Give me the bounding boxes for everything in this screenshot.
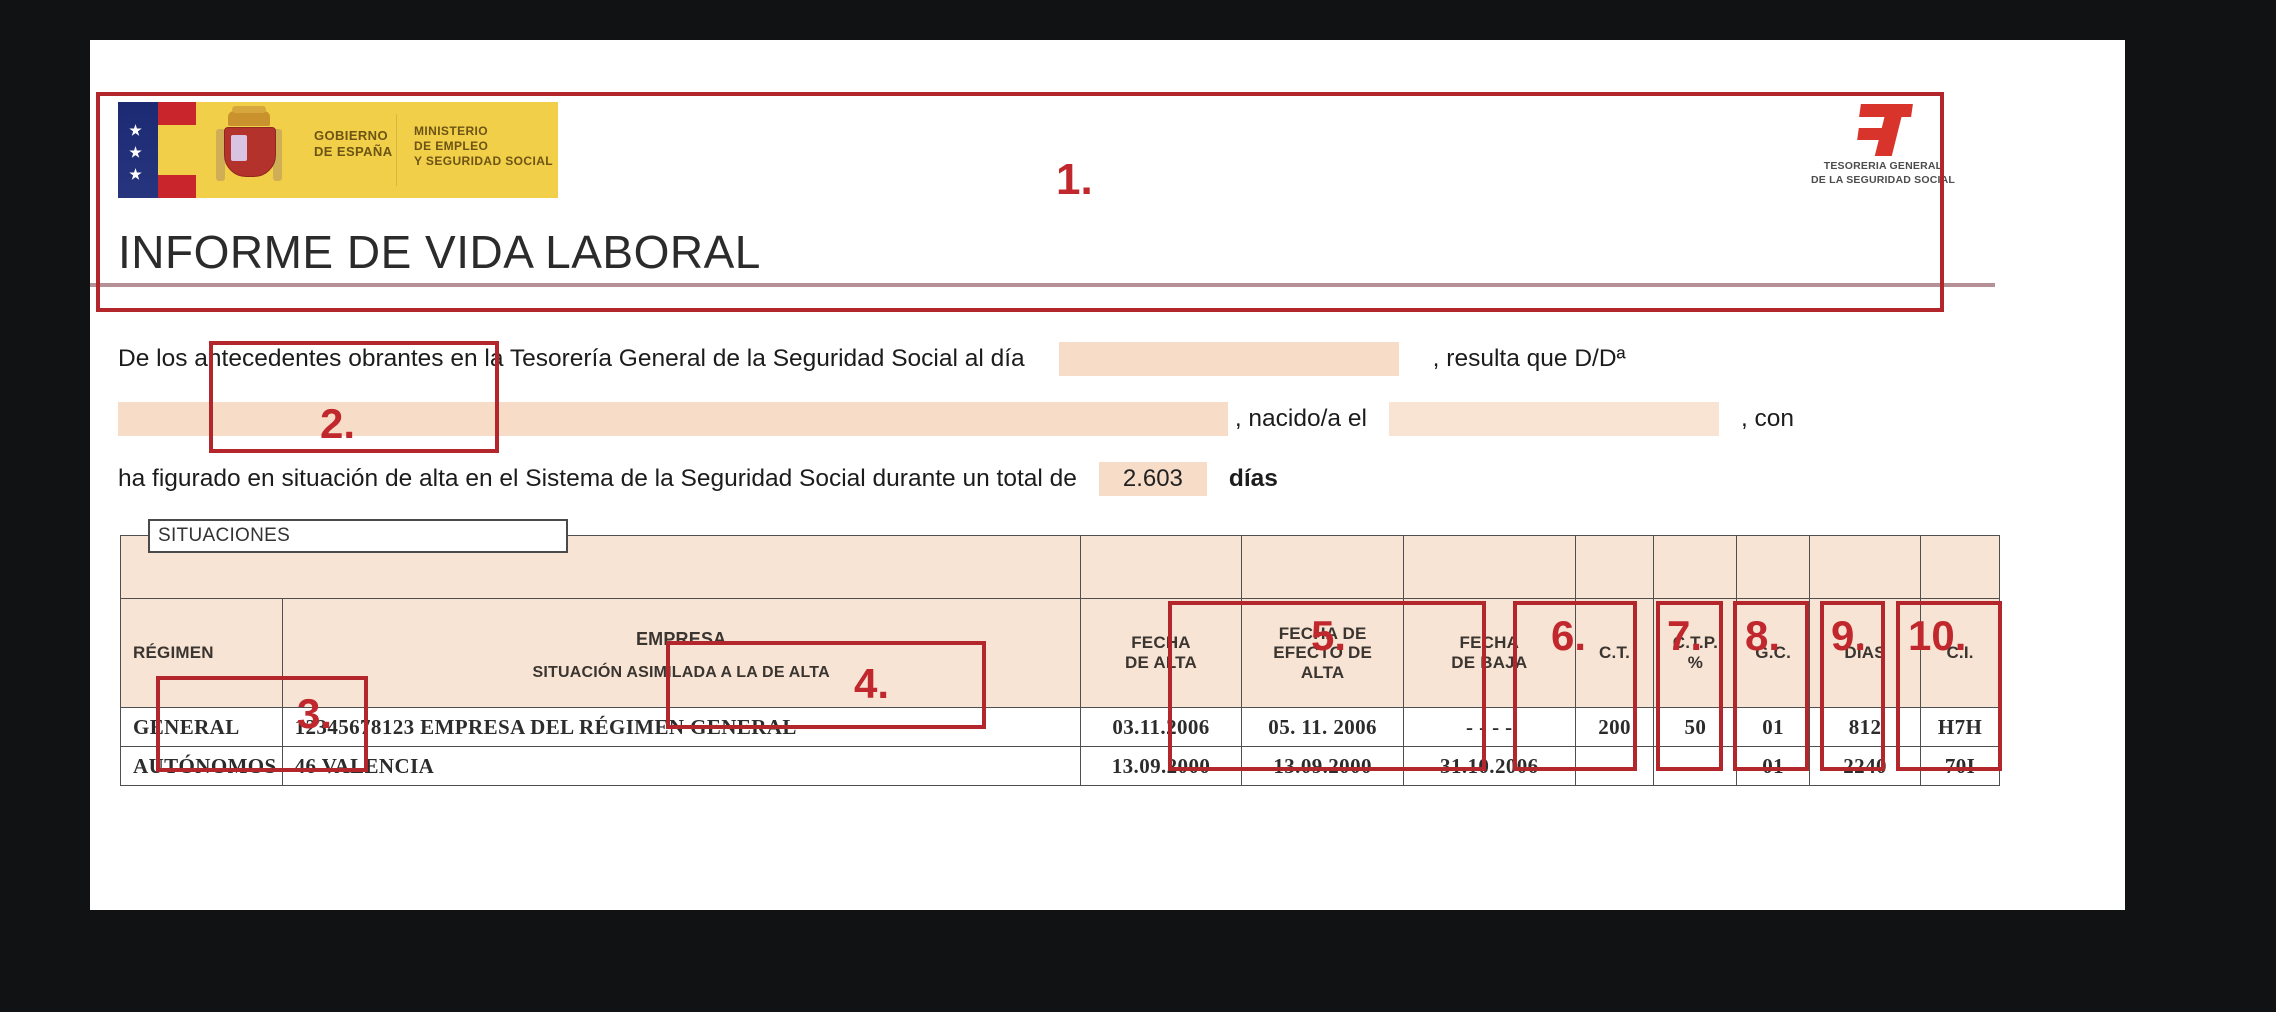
- paragraph-line-2: , nacido/a el , con: [118, 402, 1794, 436]
- table-row: GENERAL 12345678123 EMPRESA DEL RÉGIMEN …: [120, 707, 2000, 747]
- annotation-label-9: 9.: [1831, 612, 1867, 659]
- redacted-name-field: [118, 402, 1228, 436]
- table-header-row: RÉGIMEN EMPRESA SITUACIÓN ASIMILADA A LA…: [120, 598, 2000, 708]
- paragraph-line-1: De los antecedentes obrantes en la Tesor…: [118, 342, 1626, 376]
- header-logo-row: GOBIERNO DE ESPAÑA MINISTERIO DE EMPLEO …: [118, 102, 1998, 200]
- spacer-cell-ci: [1920, 535, 2000, 599]
- cell-fecha-baja: 31.10.2006: [1402, 746, 1576, 786]
- situaciones-table: RÉGIMEN EMPRESA SITUACIÓN ASIMILADA A LA…: [120, 535, 2000, 786]
- text-ha-figurado: ha figurado en situación de alta en el S…: [118, 465, 1077, 492]
- column-header-empresa-main: EMPRESA: [635, 629, 727, 650]
- ministerio-logo-text: MINISTERIO DE EMPLEO Y SEGURIDAD SOCIAL: [414, 124, 553, 169]
- cell-regimen: AUTÓNOMOS: [120, 746, 283, 786]
- title-underline: [90, 283, 1995, 287]
- text-antecedentes-obrantes: antecedentes obrantes: [194, 345, 444, 372]
- spacer-cell-alta: [1079, 535, 1243, 599]
- gov-line-1: GOBIERNO: [314, 128, 388, 143]
- cell-fecha-baja: - - - -: [1402, 707, 1576, 747]
- column-header-ctp: C.T.P.%: [1653, 598, 1738, 708]
- text-con: , con: [1740, 405, 1795, 432]
- cell-fecha-efecto-alta: 13.09.2000: [1241, 746, 1404, 786]
- cell-dias: 2240: [1809, 746, 1922, 786]
- text-de-los: De los: [118, 345, 188, 372]
- spacer-cell-dias: [1809, 535, 1922, 599]
- table-spacer-row: [120, 535, 2000, 599]
- cell-gc: 01: [1736, 746, 1811, 786]
- text-nacido-el: , nacido/a el: [1234, 405, 1367, 432]
- cell-dias: 812: [1809, 707, 1922, 747]
- cell-ci: H7H: [1920, 707, 2000, 747]
- column-header-empresa-sub: SITUACIÓN ASIMILADA A LA DE ALTA: [532, 664, 830, 682]
- annotation-label-10: 10.: [1908, 612, 1967, 659]
- spacer-cell-efecto: [1241, 535, 1404, 599]
- tgss-mark-icon: [1854, 104, 1913, 156]
- tesoreria-general-logo: TESORERIA GENERAL DE LA SEGURIDAD SOCIAL: [1768, 102, 1998, 198]
- tgss-line-2: DE LA SEGURIDAD SOCIAL: [1810, 173, 1956, 186]
- cell-ct: 200: [1574, 707, 1655, 747]
- cell-ctp: - - -: [1653, 746, 1738, 786]
- situaciones-table-wrapper: SITUACIONES: [120, 519, 2000, 786]
- cell-regimen: GENERAL: [120, 707, 283, 747]
- ministry-line-2: DE EMPLEO: [414, 139, 489, 153]
- redacted-date-field: [1058, 342, 1399, 376]
- annotation-label-7: 7.: [1667, 612, 1703, 659]
- ministry-line-1: MINISTERIO: [414, 124, 489, 138]
- situaciones-section-label: SITUACIONES: [148, 519, 568, 553]
- total-days-value-field: 2.603: [1098, 462, 1207, 496]
- spacer-cell-ctp: [1653, 535, 1738, 599]
- spacer-cell-gc: [1736, 535, 1811, 599]
- column-header-gc: G.C.: [1736, 598, 1811, 708]
- tgss-line-1: TESORERIA GENERAL: [1823, 160, 1943, 172]
- column-header-fecha-baja: FECHA DE BAJA: [1402, 598, 1576, 708]
- gov-line-2: DE ESPAÑA: [314, 144, 393, 160]
- document-sheet: GOBIERNO DE ESPAÑA MINISTERIO DE EMPLEO …: [90, 40, 2125, 910]
- logo-divider: [396, 114, 397, 186]
- redacted-birthdate-field: [1388, 402, 1719, 436]
- cell-fecha-alta: 03.11.2006: [1079, 707, 1243, 747]
- cell-empresa: 46 VALENCIA: [281, 746, 1081, 786]
- cell-ci: 70I: [1920, 746, 2000, 786]
- paragraph-line-3: ha figurado en situación de alta en el S…: [118, 462, 1278, 496]
- cell-fecha-efecto-alta: 05. 11. 2006: [1241, 707, 1404, 747]
- column-header-regimen: RÉGIMEN: [120, 598, 283, 708]
- table-row: AUTÓNOMOS 46 VALENCIA 13.09.2000 13.09.2…: [120, 746, 2000, 786]
- column-header-fecha-efecto-alta: FECHA DE EFECTO DE ALTA: [1241, 598, 1404, 708]
- annotation-label-8: 8.: [1745, 612, 1781, 659]
- ministry-line-3: Y SEGURIDAD SOCIAL: [414, 154, 553, 168]
- column-header-empresa: EMPRESA SITUACIÓN ASIMILADA A LA DE ALTA: [281, 598, 1081, 708]
- coat-of-arms-icon: [214, 106, 284, 189]
- text-tesoreria-clause: en la Tesorería General de la Seguridad …: [450, 345, 1025, 372]
- spacer-cell-baja: [1402, 535, 1576, 599]
- column-header-dias: DÍAS: [1809, 598, 1922, 708]
- annotation-label-5: 5.: [1311, 612, 1347, 659]
- spacer-cell-ct: [1574, 535, 1655, 599]
- cell-ct: - - -: [1574, 746, 1655, 786]
- annotation-label-4: 4.: [854, 660, 890, 707]
- gobierno-logo-text: GOBIERNO DE ESPAÑA: [314, 128, 392, 161]
- annotation-label-2: 2.: [320, 400, 356, 447]
- spanish-flag-icon: [118, 102, 196, 198]
- annotation-label-1: 1.: [1056, 155, 1093, 204]
- page-title: INFORME DE VIDA LABORAL: [118, 226, 761, 278]
- total-days-value: 2.603: [1122, 465, 1183, 492]
- text-resulta-que: , resulta que D/Dª: [1432, 345, 1626, 372]
- gobierno-de-espana-logo: GOBIERNO DE ESPAÑA MINISTERIO DE EMPLEO …: [118, 102, 558, 198]
- column-header-fecha-alta: FECHA DE ALTA: [1079, 598, 1243, 708]
- cell-empresa: 12345678123 EMPRESA DEL RÉGIMEN GENERAL: [281, 707, 1081, 747]
- cell-fecha-alta: 13.09.2000: [1079, 746, 1243, 786]
- cell-gc: 01: [1736, 707, 1811, 747]
- tgss-caption: TESORERIA GENERAL DE LA SEGURIDAD SOCIAL: [1768, 160, 1998, 187]
- annotation-label-3: 3.: [297, 690, 333, 737]
- annotation-label-6: 6.: [1551, 612, 1587, 659]
- text-dias: días: [1228, 465, 1278, 492]
- cell-ctp: 50: [1653, 707, 1738, 747]
- column-header-ct: C.T.: [1574, 598, 1655, 708]
